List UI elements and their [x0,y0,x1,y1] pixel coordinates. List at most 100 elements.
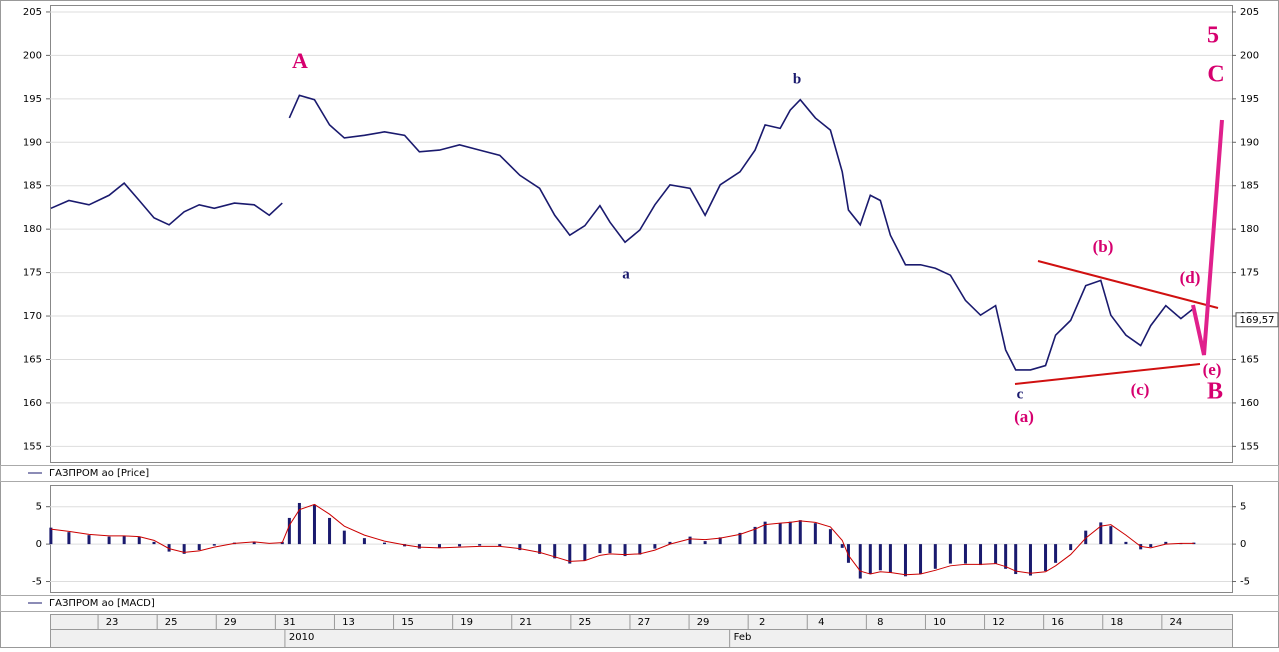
histogram-bar [122,535,126,545]
histogram-bar [568,544,572,564]
histogram-bar [994,544,998,564]
histogram-bar [979,544,983,566]
macd-panel [50,485,1233,593]
histogram-bar [1004,544,1008,569]
y-tick-label: 160 [1240,398,1259,409]
wave-label: 5 [1207,23,1219,49]
histogram-bar [1124,541,1128,545]
x-tick-label: 18 [1110,617,1123,628]
histogram-bar [458,544,462,547]
x-tick-label: 10 [933,617,946,628]
histogram-bar [518,544,522,551]
wave-label: b [793,71,801,87]
histogram-bar [342,530,346,545]
histogram-bar [798,520,802,545]
histogram-bar [858,544,862,579]
histogram-bar [1109,526,1113,545]
series-line [50,503,1194,576]
wave-label: A [292,48,308,73]
histogram-bar [718,537,722,545]
macd-legend-row [0,595,1279,612]
x-tick-label: 8 [877,617,883,628]
trend-line [1037,260,1219,309]
y-tick-label: 200 [23,50,42,61]
x-tick-label: 25 [578,617,591,628]
wave-label: a [622,266,630,282]
trend-line [1014,363,1201,385]
x-tick-label: 16 [1051,617,1064,628]
histogram-bar [538,544,542,554]
histogram-bar [287,517,291,545]
y-tick-label: 0 [36,539,42,550]
histogram-bar [738,532,742,545]
y-tick-label: 175 [23,268,42,279]
histogram-bar [868,544,872,575]
x-tick-label: 2 [759,617,765,628]
x-tick-label: 29 [224,617,237,628]
y-tick-label: 205 [23,7,42,18]
y-tick-label: -5 [1240,577,1250,588]
histogram-bar [828,529,832,545]
histogram-bar [437,544,441,548]
histogram-bar [137,536,141,545]
histogram-bar [840,544,844,548]
histogram-bar [328,517,332,545]
y-tick-label: 0 [1240,539,1246,550]
histogram-bar [919,544,923,575]
x-tick-label: 19 [460,617,473,628]
histogram-bar [583,544,587,561]
histogram-bar [212,544,216,546]
histogram-bar [49,527,53,545]
y-tick-label: 190 [1240,137,1259,148]
histogram-bar [87,535,91,545]
y-tick-label: 185 [1240,181,1259,192]
histogram-bar [638,544,642,555]
y-tick-label: 200 [1240,50,1259,61]
histogram-bar [753,526,757,545]
x-tick-label: 21 [519,617,532,628]
legend-label: ГАЗПРОМ ао [MACD] [49,598,155,609]
series-line [288,94,1195,371]
y-tick-label: 165 [23,354,42,365]
wave-label: B [1207,379,1223,405]
histogram-bar [362,538,366,545]
wave-label: c [1017,386,1024,402]
histogram-bar [763,521,767,545]
histogram-bar [297,502,301,545]
y-tick-label: 5 [36,502,42,513]
y-tick-label: 180 [23,224,42,235]
y-tick-label: 185 [23,181,42,192]
y-tick-label: 160 [23,398,42,409]
histogram-bar [878,544,882,571]
wave-label: (b) [1093,237,1114,256]
histogram-bar [963,544,967,564]
histogram-bar [703,541,707,545]
histogram-bar [152,541,156,545]
wave-label: (d) [1180,268,1201,287]
histogram-bar [312,504,316,545]
histogram-bar [107,536,111,545]
histogram-bar [608,544,612,554]
y-tick-label: 170 [23,311,42,322]
histogram-bar [1149,544,1153,548]
y-tick-label: 180 [1240,224,1259,235]
histogram-bar [167,544,171,552]
histogram-bar [197,544,201,551]
histogram-bar [623,544,627,557]
x-tick-label: 4 [818,617,824,628]
x-tick-label: 27 [638,617,651,628]
price-legend-row [0,465,1279,482]
price-panel [50,5,1233,463]
histogram-bar [1014,544,1018,575]
histogram-bar [846,544,850,563]
series-line [50,182,283,226]
y-tick-label: 205 [1240,7,1259,18]
x-period-label: Feb [734,632,752,643]
wave-label: (c) [1131,380,1150,399]
y-tick-label: 190 [23,137,42,148]
histogram-bar [948,544,952,564]
histogram-bar [788,521,792,545]
histogram-bar [598,544,602,554]
y-tick-label: 155 [1240,441,1259,452]
histogram-bar [498,544,502,547]
